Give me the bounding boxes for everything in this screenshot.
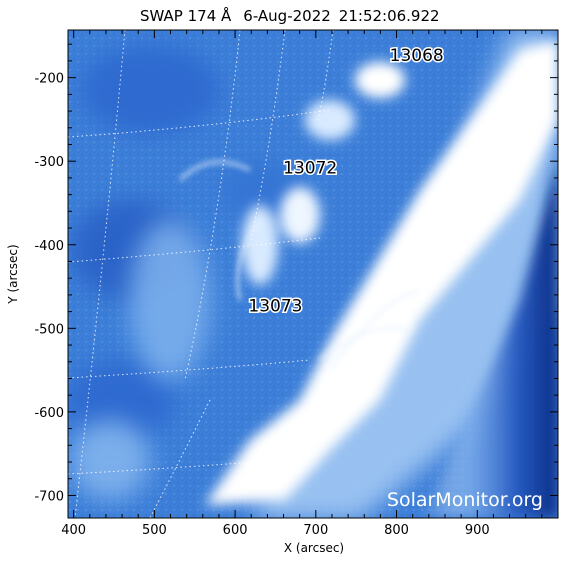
x-tick-label: 600 (223, 523, 248, 538)
x-axis: 400 500 600 700 800 900 (61, 30, 543, 538)
solar-image (68, 30, 558, 518)
active-region-label: 13068 (390, 46, 444, 66)
solarmonitor-watermark: SolarMonitor.org (387, 489, 543, 511)
y-tick-label: -300 (34, 155, 64, 170)
y-tick-label: -600 (34, 406, 64, 421)
y-tick-label: -500 (34, 322, 64, 337)
y-axis: -200 -300 -400 -500 -600 -700 (34, 43, 558, 504)
plot-border (67, 29, 559, 519)
active-region-labels: 13068 13072 13073 (247, 44, 445, 318)
y-tick-label: -700 (34, 489, 64, 504)
x-tick-label: 500 (142, 523, 167, 538)
y-axis-title: Y (arcsec) (6, 244, 20, 304)
x-tick-label: 900 (465, 523, 490, 538)
active-region-label: 13073 (248, 297, 302, 317)
x-tick-label: 800 (384, 523, 409, 538)
active-region-label: 13072 (283, 159, 337, 179)
y-tick-label: -200 (34, 72, 64, 87)
image-title: SWAP 174 Å 6-Aug-2022 21:52:06.922 (140, 6, 440, 25)
x-tick-label: 700 (303, 523, 328, 538)
x-axis-title: X (arcsec) (284, 541, 344, 555)
y-tick-label: -400 (34, 239, 64, 254)
x-tick-label: 400 (61, 523, 86, 538)
